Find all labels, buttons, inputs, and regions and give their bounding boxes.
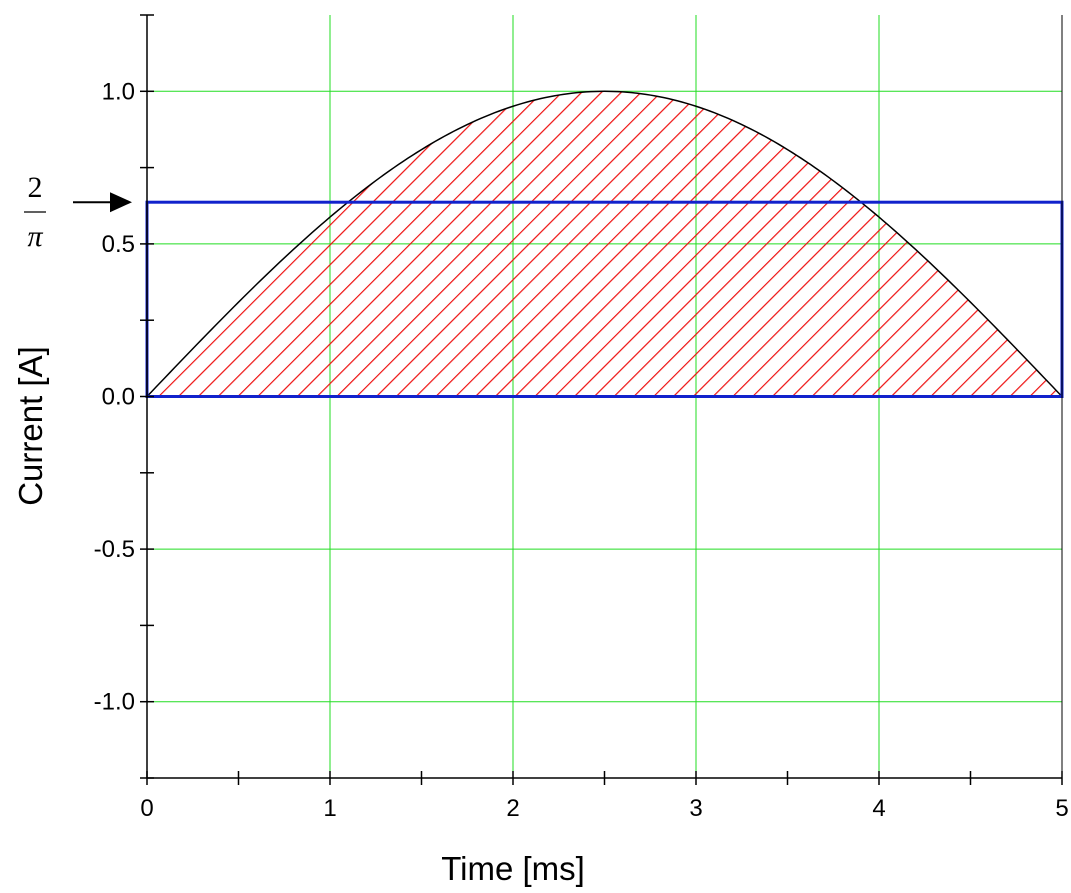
axes [140, 14, 1063, 785]
tick-labels: 0 1 2 3 4 5 -1.0 -0.5 0.0 0.5 1.0 [94, 78, 1069, 822]
fraction-denominator: π [27, 220, 43, 253]
x-tick-label: 2 [506, 795, 519, 822]
y-tick-label: 0.0 [102, 384, 135, 411]
fraction-annotation: 2 π [24, 171, 132, 253]
series-curve [146, 90, 1063, 398]
arrow-head [110, 192, 132, 213]
x-tick-label: 1 [323, 795, 336, 822]
y-tick-label: -1.0 [94, 689, 135, 716]
y-tick-label: 1.0 [102, 78, 135, 105]
x-axis-title: Time [ms] [441, 850, 585, 887]
y-tick-label: -0.5 [94, 536, 135, 563]
x-tick-label: 5 [1055, 795, 1068, 822]
y-axis-title: Current [A] [12, 346, 49, 506]
fraction-numerator: 2 [28, 171, 43, 204]
y-tick-label: 0.5 [102, 231, 135, 258]
x-tick-label: 4 [872, 795, 885, 822]
x-tick-label: 0 [140, 795, 153, 822]
x-tick-label: 3 [689, 795, 702, 822]
